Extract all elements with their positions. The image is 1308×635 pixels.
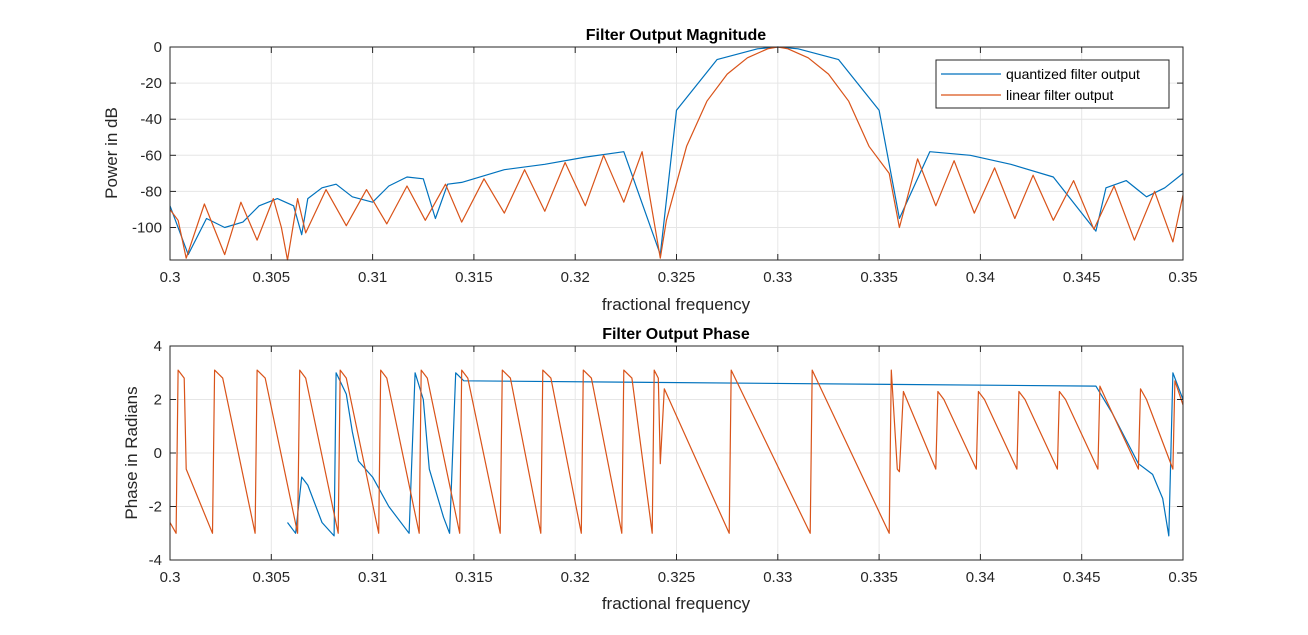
phase-chart-title: Filter Output Phase bbox=[602, 326, 750, 343]
magnitude-x-tick-label: 0.345 bbox=[1063, 269, 1101, 286]
phase-y-tick-label: 0 bbox=[154, 445, 162, 462]
phase-x-tick-label: 0.32 bbox=[561, 569, 590, 586]
phase-x-tick-label: 0.3 bbox=[160, 569, 181, 586]
legend-label-linear: linear filter output bbox=[1006, 87, 1114, 103]
magnitude-series bbox=[169, 46, 1184, 261]
phase-x-tick-label: 0.35 bbox=[1168, 569, 1197, 586]
magnitude-ticks: 0.3 0.305 0.31 0.315 0.32 0.325 0.33 0.335 0.34 0… bbox=[132, 39, 1198, 286]
magnitude-x-tick-label: 0.33 bbox=[763, 269, 792, 286]
magnitude-y-tick-label: -80 bbox=[140, 183, 162, 200]
magnitude-axes: 0.3 0.305 0.31 0.315 0.32 0.325 0.33 0.335 0.34 0… bbox=[102, 27, 1198, 314]
phase-x-tick-label: 0.325 bbox=[658, 569, 696, 586]
phase-x-tick-label: 0.335 bbox=[860, 569, 898, 586]
magnitude-x-tick-label: 0.32 bbox=[561, 269, 590, 286]
phase-x-axis-label: fractional frequency bbox=[602, 594, 751, 613]
legend-label-quantized: quantized filter output bbox=[1006, 66, 1140, 82]
phase-y-tick-label: -2 bbox=[149, 499, 162, 516]
phase-x-tick-label: 0.33 bbox=[763, 569, 792, 586]
magnitude-y-tick-label: -100 bbox=[132, 220, 162, 237]
magnitude-y-tick-label: -60 bbox=[140, 147, 162, 164]
magnitude-x-tick-label: 0.315 bbox=[455, 269, 493, 286]
phase-x-tick-label: 0.345 bbox=[1063, 569, 1101, 586]
phase-x-tick-label: 0.305 bbox=[253, 569, 291, 586]
phase-y-tick-label: -4 bbox=[149, 552, 162, 569]
phase-x-tick-label: 0.315 bbox=[455, 569, 493, 586]
phase-x-tick-label: 0.31 bbox=[358, 569, 387, 586]
magnitude-y-axis-label: Power in dB bbox=[102, 107, 121, 199]
magnitude-x-tick-label: 0.3 bbox=[160, 269, 181, 286]
magnitude-x-tick-label: 0.325 bbox=[658, 269, 696, 286]
magnitude-chart-title: Filter Output Magnitude bbox=[586, 27, 767, 44]
legend-box bbox=[935, 59, 1170, 109]
magnitude-x-tick-label: 0.335 bbox=[860, 269, 898, 286]
phase-y-axis-label: Phase in Radians bbox=[122, 386, 141, 519]
magnitude-y-tick-label: 0 bbox=[154, 39, 162, 56]
magnitude-x-tick-label: 0.31 bbox=[358, 269, 387, 286]
phase-series-line-quantized bbox=[287, 372, 1184, 537]
magnitude-series-line-linear bbox=[169, 46, 1184, 261]
magnitude-x-tick-label: 0.34 bbox=[966, 269, 995, 286]
phase-x-tick-label: 0.34 bbox=[966, 569, 995, 586]
phase-ticks: 0.3 0.305 0.31 0.315 0.32 0.325 0.33 0.335 0.34 0… bbox=[149, 338, 1198, 586]
legend: quantized filter output linear filter ou… bbox=[935, 59, 1170, 109]
phase-y-tick-label: 4 bbox=[154, 338, 162, 355]
magnitude-y-tick-label: -20 bbox=[140, 75, 162, 92]
phase-series bbox=[169, 369, 1184, 537]
magnitude-x-tick-label: 0.305 bbox=[253, 269, 291, 286]
magnitude-x-axis-label: fractional frequency bbox=[602, 295, 751, 314]
phase-series-line-linear bbox=[169, 369, 1184, 534]
phase-y-tick-label: 2 bbox=[154, 392, 162, 409]
magnitude-x-tick-label: 0.35 bbox=[1168, 269, 1197, 286]
magnitude-series-line-quantized bbox=[169, 46, 1184, 256]
magnitude-y-tick-label: -40 bbox=[140, 111, 162, 128]
phase-axes: 0.3 0.305 0.31 0.315 0.32 0.325 0.33 0.335 0.34 0… bbox=[122, 326, 1198, 613]
